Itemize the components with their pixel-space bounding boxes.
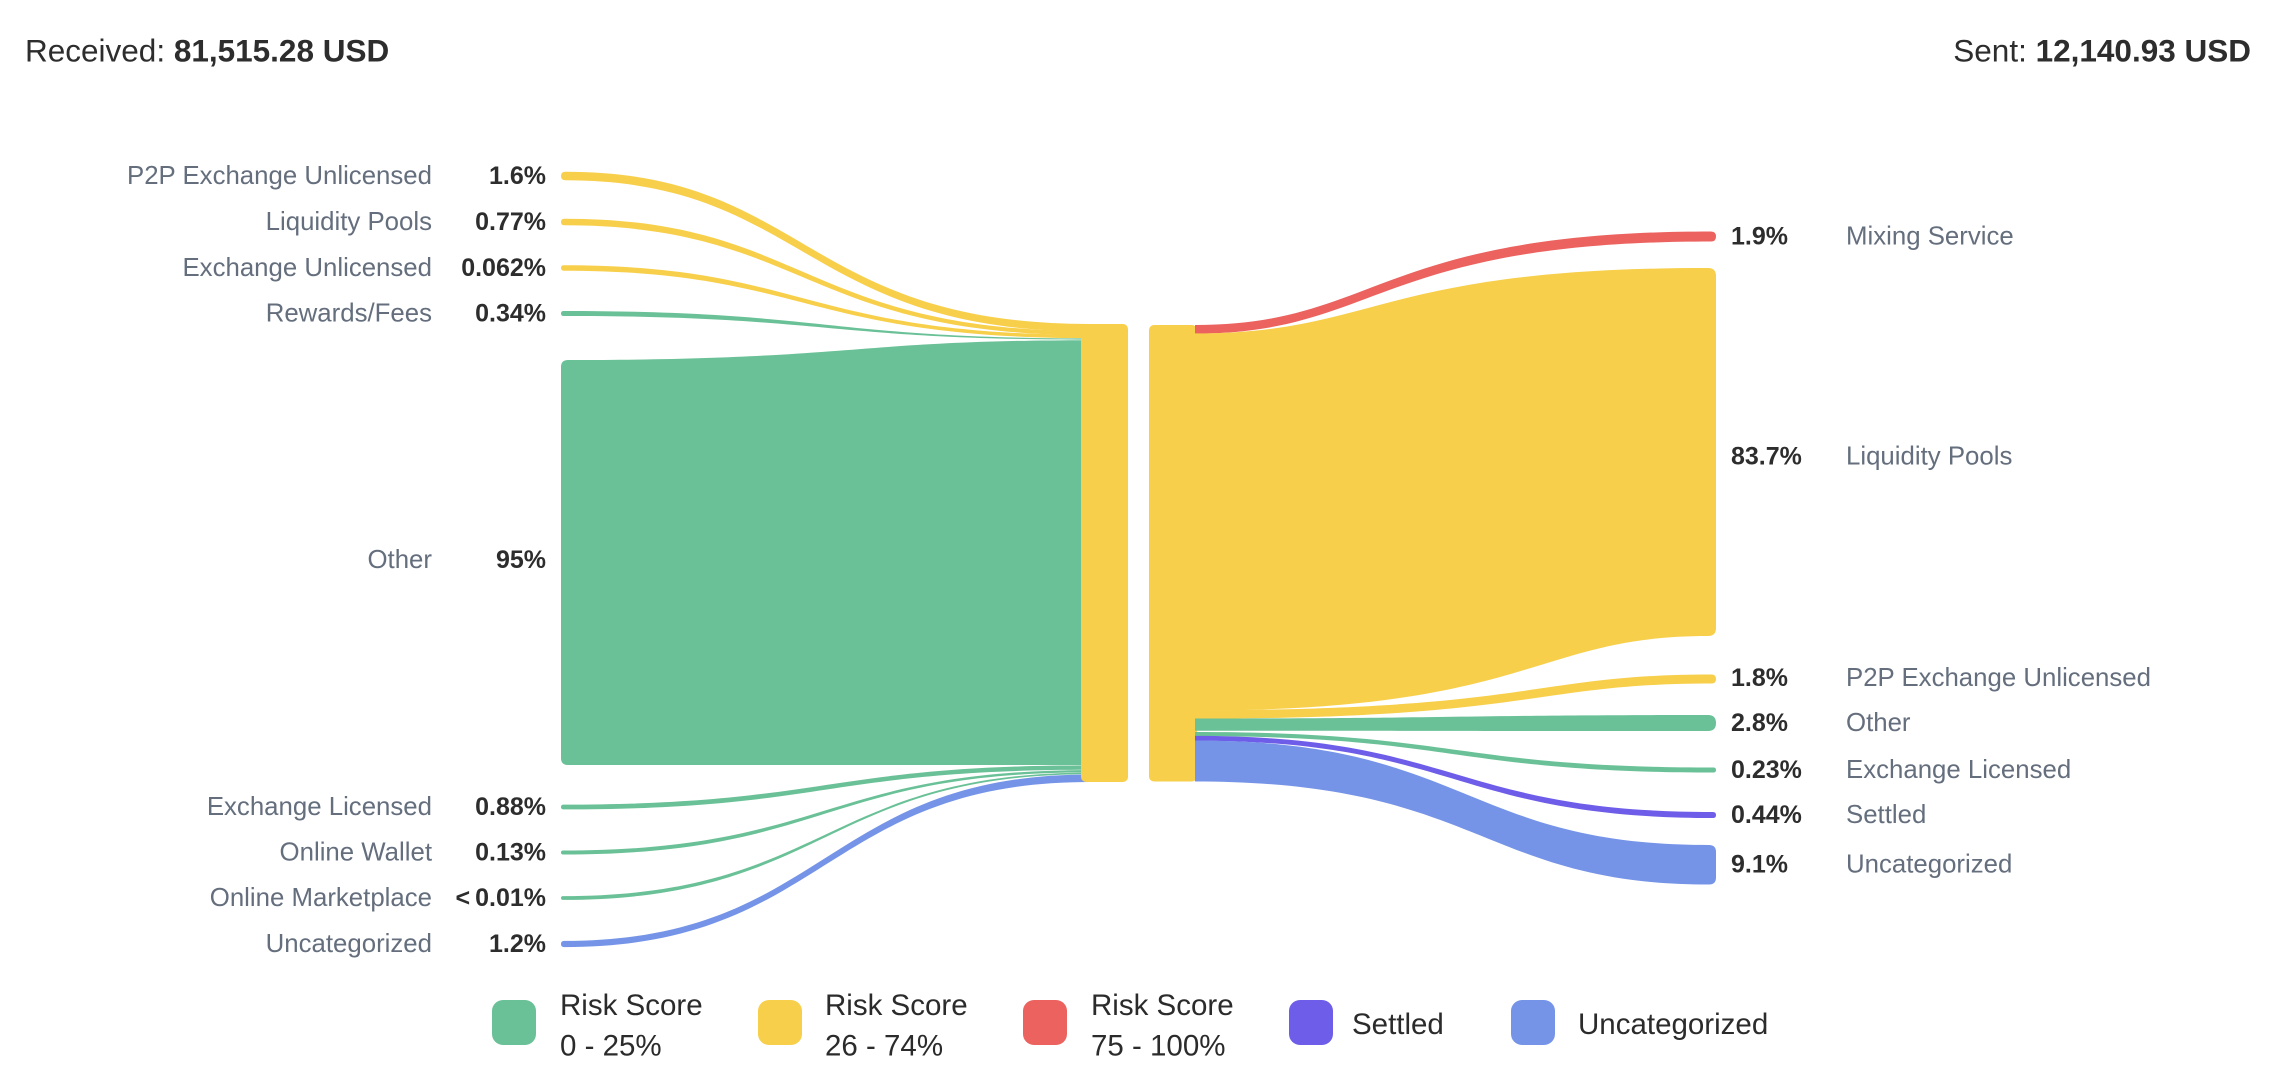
svg-text:< 0.01%: < 0.01% (456, 884, 547, 912)
svg-text:Received: 81,515.28 USD: Received: 81,515.28 USD (25, 33, 389, 69)
svg-text:1.9%: 1.9% (1731, 223, 1788, 251)
svg-text:0 - 25%: 0 - 25% (560, 1030, 662, 1063)
svg-text:26 - 74%: 26 - 74% (825, 1030, 943, 1063)
svg-text:0.062%: 0.062% (461, 254, 546, 282)
svg-text:Mixing Service: Mixing Service (1846, 223, 2014, 251)
svg-text:Uncategorized: Uncategorized (266, 930, 432, 958)
svg-text:83.7%: 83.7% (1731, 443, 1802, 471)
svg-text:Exchange Licensed: Exchange Licensed (207, 793, 432, 821)
svg-text:0.44%: 0.44% (1731, 801, 1802, 829)
svg-text:Risk Score: Risk Score (560, 989, 703, 1022)
svg-text:9.1%: 9.1% (1731, 851, 1788, 879)
svg-text:P2P Exchange Unlicensed: P2P Exchange Unlicensed (1846, 664, 2151, 692)
svg-text:Uncategorized: Uncategorized (1846, 851, 2012, 879)
svg-text:0.34%: 0.34% (475, 300, 546, 328)
svg-text:1.2%: 1.2% (489, 930, 546, 958)
svg-text:Uncategorized: Uncategorized (1578, 1008, 1768, 1041)
svg-text:1.8%: 1.8% (1731, 664, 1788, 692)
svg-text:Exchange Unlicensed: Exchange Unlicensed (182, 254, 432, 282)
svg-text:Liquidity Pools: Liquidity Pools (1846, 443, 2012, 471)
svg-text:0.77%: 0.77% (475, 208, 546, 236)
svg-text:2.8%: 2.8% (1731, 709, 1788, 737)
svg-text:Settled: Settled (1352, 1008, 1444, 1041)
svg-text:P2P Exchange Unlicensed: P2P Exchange Unlicensed (127, 162, 432, 190)
svg-text:Liquidity Pools: Liquidity Pools (266, 208, 432, 236)
svg-text:Risk Score: Risk Score (1091, 989, 1234, 1022)
svg-text:Other: Other (1846, 709, 1911, 737)
svg-text:Sent: 12,140.93 USD: Sent: 12,140.93 USD (1953, 33, 2251, 69)
svg-text:0.88%: 0.88% (475, 793, 546, 821)
svg-text:Settled: Settled (1846, 801, 1926, 829)
svg-text:75 - 100%: 75 - 100% (1091, 1030, 1225, 1063)
svg-text:1.6%: 1.6% (489, 162, 546, 190)
svg-text:Online Wallet: Online Wallet (280, 839, 432, 867)
svg-text:Online Marketplace: Online Marketplace (210, 884, 432, 912)
svg-text:Other: Other (367, 546, 432, 574)
svg-text:Risk Score: Risk Score (825, 989, 968, 1022)
svg-text:0.13%: 0.13% (475, 839, 546, 867)
svg-text:Rewards/Fees: Rewards/Fees (266, 300, 432, 328)
svg-text:Exchange Licensed: Exchange Licensed (1846, 756, 2071, 784)
svg-text:95%: 95% (496, 546, 546, 574)
svg-text:0.23%: 0.23% (1731, 756, 1802, 784)
